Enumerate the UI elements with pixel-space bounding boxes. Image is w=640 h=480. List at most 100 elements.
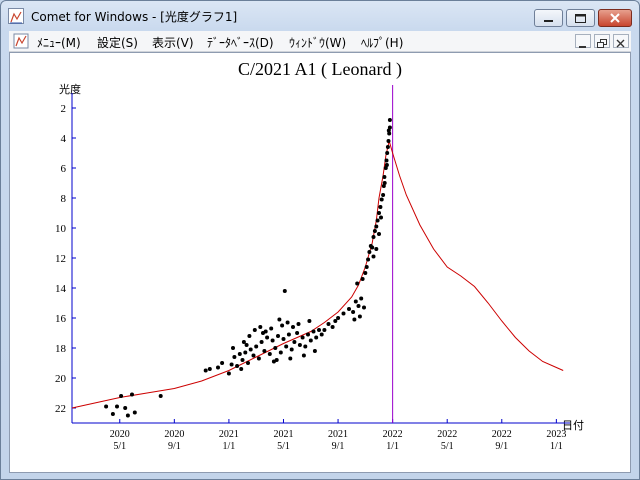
x-tick-date: 9/1 <box>332 441 345 452</box>
observation-point <box>239 367 244 371</box>
observation-point <box>285 320 290 325</box>
observation-point <box>347 307 351 311</box>
observation-point <box>362 305 366 310</box>
menu-bar: ﾒﾆｭｰ(M) 設定(S) 表示(V) ﾃﾞｰﾀﾍﾞｰｽ(D) ｳｨﾝﾄﾞｳ(W… <box>9 31 631 52</box>
y-tick-label: 12 <box>55 253 66 265</box>
observation-point <box>130 392 134 397</box>
observation-point <box>216 365 220 370</box>
observation-point <box>246 361 250 365</box>
menu-settings[interactable]: 設定(S) <box>97 36 138 50</box>
observation-point <box>281 337 286 341</box>
observation-point <box>363 271 368 275</box>
y-tick-label: 14 <box>55 283 67 295</box>
x-tick-date: 5/1 <box>113 441 126 452</box>
x-tick-year: 2023 <box>546 429 566 440</box>
observation-point <box>352 317 357 322</box>
observation-point <box>247 334 252 338</box>
observation-point <box>311 329 316 334</box>
observation-point <box>237 352 242 356</box>
menu-view[interactable]: 表示(V) <box>152 36 194 50</box>
observation-point <box>267 352 272 356</box>
observation-point <box>110 412 115 416</box>
observation-point <box>386 139 391 143</box>
y-tick-label: 22 <box>55 403 66 415</box>
observation-point <box>360 277 365 281</box>
observation-point <box>284 344 289 349</box>
observation-point <box>295 331 300 335</box>
observation-point <box>377 211 381 215</box>
x-tick-date: 1/1 <box>223 441 236 452</box>
observation-point <box>265 335 270 340</box>
observation-point <box>386 128 391 133</box>
observation-point <box>319 332 324 337</box>
x-tick-year: 2021 <box>273 429 293 440</box>
observation-point <box>378 205 383 209</box>
mdi-restore-button[interactable] <box>594 34 610 48</box>
observation-point <box>377 232 381 236</box>
observation-point <box>371 254 376 259</box>
observation-point <box>300 335 305 340</box>
observation-point <box>370 245 375 250</box>
menu-help[interactable]: ﾍﾙﾌﾟ(H) <box>361 36 404 50</box>
observation-point <box>235 364 240 368</box>
observation-point <box>374 224 379 229</box>
observation-point <box>232 355 237 359</box>
x-tick-year: 2021 <box>219 429 239 440</box>
menu-window[interactable]: ｳｨﾝﾄﾞｳ(W) <box>289 36 347 50</box>
x-tick-date: 1/1 <box>550 441 563 452</box>
observation-point <box>132 410 137 415</box>
observation-point <box>280 323 285 328</box>
observation-point <box>385 151 390 155</box>
observation-point <box>367 250 372 254</box>
observation-point <box>385 145 390 149</box>
observation-point <box>231 346 235 350</box>
menu-menu[interactable]: ﾒﾆｭｰ(M) <box>37 36 81 50</box>
y-tick-label: 6 <box>61 163 67 175</box>
observation-point <box>278 350 283 355</box>
observation-point <box>270 338 275 343</box>
observation-point <box>104 404 109 409</box>
x-tick-date: 9/1 <box>168 441 181 452</box>
observation-point <box>277 317 282 322</box>
observation-point <box>291 325 295 329</box>
observation-point <box>261 331 265 335</box>
observation-point <box>276 334 280 338</box>
observation-point <box>312 349 317 353</box>
observation-point <box>384 158 389 163</box>
y-tick-label: 18 <box>55 343 67 355</box>
observation-point <box>248 347 253 352</box>
observation-point <box>384 163 389 167</box>
maximize-button[interactable] <box>566 9 595 27</box>
observation-point <box>271 359 276 364</box>
minimize-button[interactable] <box>534 9 563 27</box>
observation-point <box>387 131 392 136</box>
observation-point <box>330 325 335 329</box>
observation-point <box>251 353 256 358</box>
observation-point <box>314 335 319 340</box>
mdi-minimize-button[interactable] <box>575 34 591 48</box>
y-axis-label: 光度 <box>59 82 81 96</box>
observation-point <box>273 346 278 350</box>
y-tick-label: 8 <box>61 193 67 205</box>
chart-area: C/2021 A1 ( Leonard ) 光度 日付 2 4 6 8 10 12 14 16… <box>9 52 631 473</box>
observation-point <box>303 344 308 349</box>
x-tick-year: 2022 <box>383 429 403 440</box>
title-bar[interactable]: Comet for Windows - [光度グラフ1] <box>1 1 639 31</box>
y-tick-label: 20 <box>55 373 67 385</box>
observation-point <box>220 361 225 365</box>
observation-point <box>119 394 124 398</box>
mdi-close-button[interactable] <box>613 34 629 48</box>
observation-point <box>115 404 119 409</box>
close-button[interactable] <box>598 9 632 27</box>
x-tick-year: 2020 <box>164 429 184 440</box>
observation-point <box>353 299 358 304</box>
menu-database[interactable]: ﾃﾞｰﾀﾍﾞｰｽ(D) <box>207 36 274 50</box>
document-icon[interactable] <box>13 33 29 49</box>
observation-point <box>387 125 392 130</box>
window-title: Comet for Windows - [光度グラフ1] <box>31 10 238 24</box>
observation-point <box>322 328 327 332</box>
observation-point <box>383 166 388 170</box>
observation-point <box>336 316 341 320</box>
observation-point <box>296 322 301 326</box>
observation-point <box>226 371 231 376</box>
